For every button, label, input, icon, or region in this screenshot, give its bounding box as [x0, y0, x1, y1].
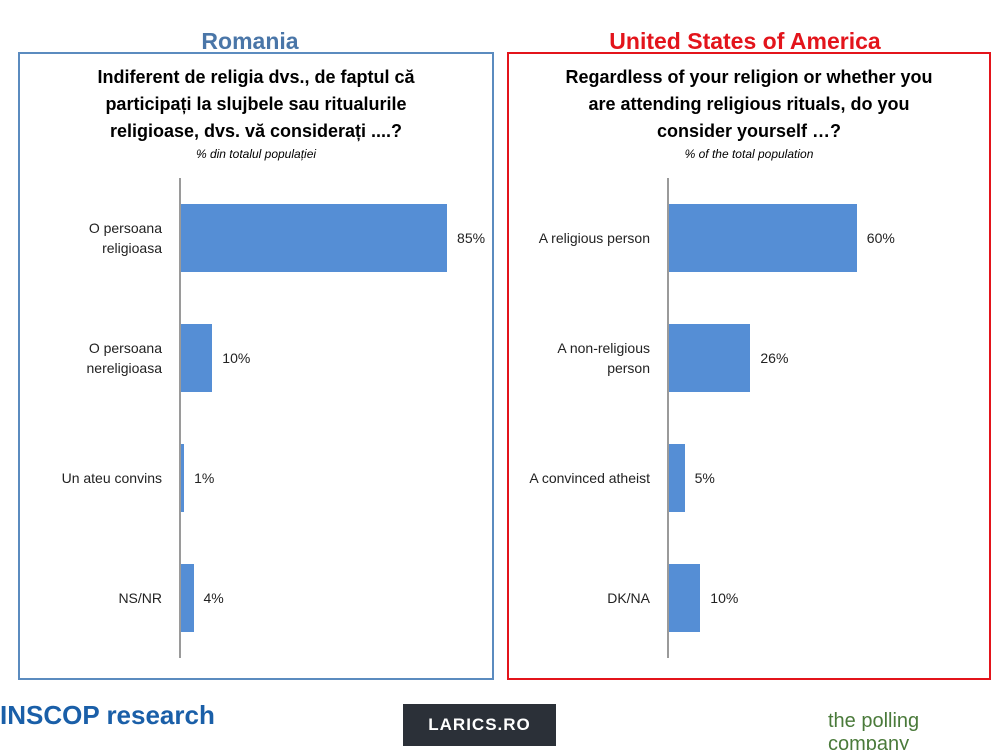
value-label: 60% [866, 230, 895, 246]
chart-title: Regardless of your religion or whether y… [565, 67, 933, 141]
value-label: 1% [194, 470, 215, 486]
heading: Romania [201, 28, 299, 54]
value-label: 5% [694, 470, 715, 486]
value-label: 26% [760, 350, 789, 366]
logo-larics: LARICS.RO [403, 704, 556, 746]
axis-line [667, 178, 669, 658]
value-label: 4% [203, 590, 224, 606]
logo-inscop: INSCOP research [0, 700, 215, 730]
frame [507, 52, 991, 680]
axis-line [179, 178, 181, 658]
value-label: 10% [710, 590, 739, 606]
bar [181, 564, 194, 632]
value-label: 10% [222, 350, 251, 366]
category-label: A convinced atheist [529, 470, 650, 486]
bar [181, 204, 448, 272]
logo-polling: the polling company [828, 710, 920, 750]
bar [669, 564, 701, 632]
bar [181, 324, 213, 392]
chart-subtitle: % of the total population [684, 147, 814, 161]
value-label: 85% [457, 230, 486, 246]
category-label: O persoana religioasa [88, 220, 162, 256]
category-label: O persoana nereligioasa [86, 340, 163, 376]
bar [669, 204, 857, 272]
bar [181, 444, 185, 512]
category-label: NS/NR [118, 590, 162, 606]
category-label: A non-religious person [557, 340, 650, 376]
category-label: Un ateu convins [61, 470, 162, 486]
bar [669, 324, 751, 392]
chart-subtitle: % din totalul populației [195, 147, 317, 161]
frame [18, 52, 494, 680]
bar [669, 444, 685, 512]
category-label: A religious person [538, 230, 650, 246]
category-label: DK/NA [607, 590, 650, 606]
heading: United States of America [609, 28, 881, 54]
chart-title: Indiferent de religia dvs., de faptul că… [97, 67, 415, 141]
